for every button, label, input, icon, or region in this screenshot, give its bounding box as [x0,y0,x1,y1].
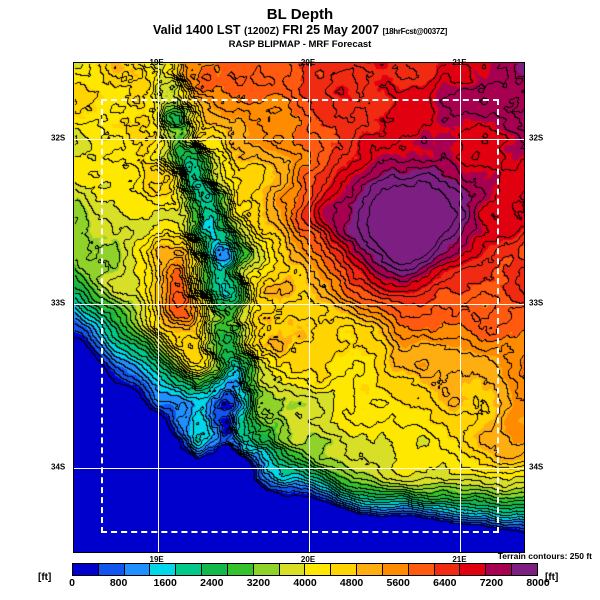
lon-label-bottom: 20E [300,555,316,564]
lon-label-bottom: 19E [149,555,164,564]
colorbar-tick-labels: 0 800 1600 2400 3200 4000 4800 5600 6400 7200 8000 [69,577,550,591]
colorbar-tick: 800 [109,577,128,589]
gridline-parallel [74,304,524,305]
model-subtitle: RASP BLIPMAP - MRF Forecast [228,39,372,50]
colorbar-swatch [73,564,99,575]
colorbar-swatch [382,564,409,575]
terrain-contour-note: Terrain contours: 250 ft [497,551,592,561]
gridline-meridian [309,63,310,552]
lat-label-right: 34S [529,462,544,472]
colorbar-swatch [460,564,487,575]
title-block: BL Depth Valid 1400 LST (1200Z) FRI 25 M… [0,7,600,51]
lat-label-right: 33S [529,298,544,308]
lat-label-left: 34S [51,462,66,472]
valid-prefix: Valid 1400 LST [153,23,241,37]
colorbar-swatch [124,564,151,575]
gridline-meridian [158,63,159,552]
valid-date: FRI 25 May 2007 [282,23,380,37]
subdomain-boundary [101,99,499,533]
colorbar-tick: 6400 [433,577,457,589]
valid-time-line: Valid 1400 LST (1200Z) FRI 25 May 2007 [… [0,23,600,39]
valid-utc: (1200Z) [244,26,280,37]
colorbar-tick: 3200 [246,577,271,589]
colorbar-swatch [176,564,203,575]
bl-depth-heatmap [74,63,524,552]
colorbar-tick: 4000 [293,577,317,589]
colorbar-swatch [434,564,461,575]
colorbar-tick: 4800 [339,577,364,589]
lat-label-left: 33S [51,298,66,308]
colorbar-swatch [486,564,513,575]
colorbar-unit-right: [ft] [545,572,559,583]
colorbar-swatch [512,564,537,575]
colorbar-swatch [279,564,306,575]
lon-label-top: 19E [149,58,164,67]
colorbar-tick: 2400 [200,577,224,589]
gridline-parallel [74,468,524,469]
gridline-parallel [74,139,524,140]
colorbar-swatch [408,564,435,575]
colorbar-unit-left: [ft] [38,572,52,583]
colorbar-tick: 7200 [479,577,504,589]
lat-label-right: 32S [529,133,544,143]
colorbar-swatch [202,564,228,575]
colorbar-swatch [98,564,125,575]
lon-label-bottom: 21E [452,555,467,564]
colorbar[interactable] [72,563,538,576]
lon-label-top: 21E [452,58,467,67]
colorbar-tick: 1600 [153,577,177,589]
colorbar-swatch [253,564,280,575]
gridline-meridian [460,63,461,552]
map-plot-area[interactable] [73,62,525,553]
forecast-run-tag: [18hrFcst@0037Z] [382,27,448,36]
colorbar-swatch [227,564,254,575]
page-title: BL Depth [266,6,334,23]
colorbar-tick: 0 [69,577,75,589]
colorbar-swatch [357,564,383,575]
colorbar-swatch [150,564,177,575]
colorbar-tick: 8000 [526,577,550,589]
lon-label-top: 20E [300,58,316,67]
colorbar-swatch [331,564,358,575]
colorbar-tick: 5600 [386,577,410,589]
colorbar-swatch [305,564,332,575]
lat-label-left: 32S [51,133,66,143]
